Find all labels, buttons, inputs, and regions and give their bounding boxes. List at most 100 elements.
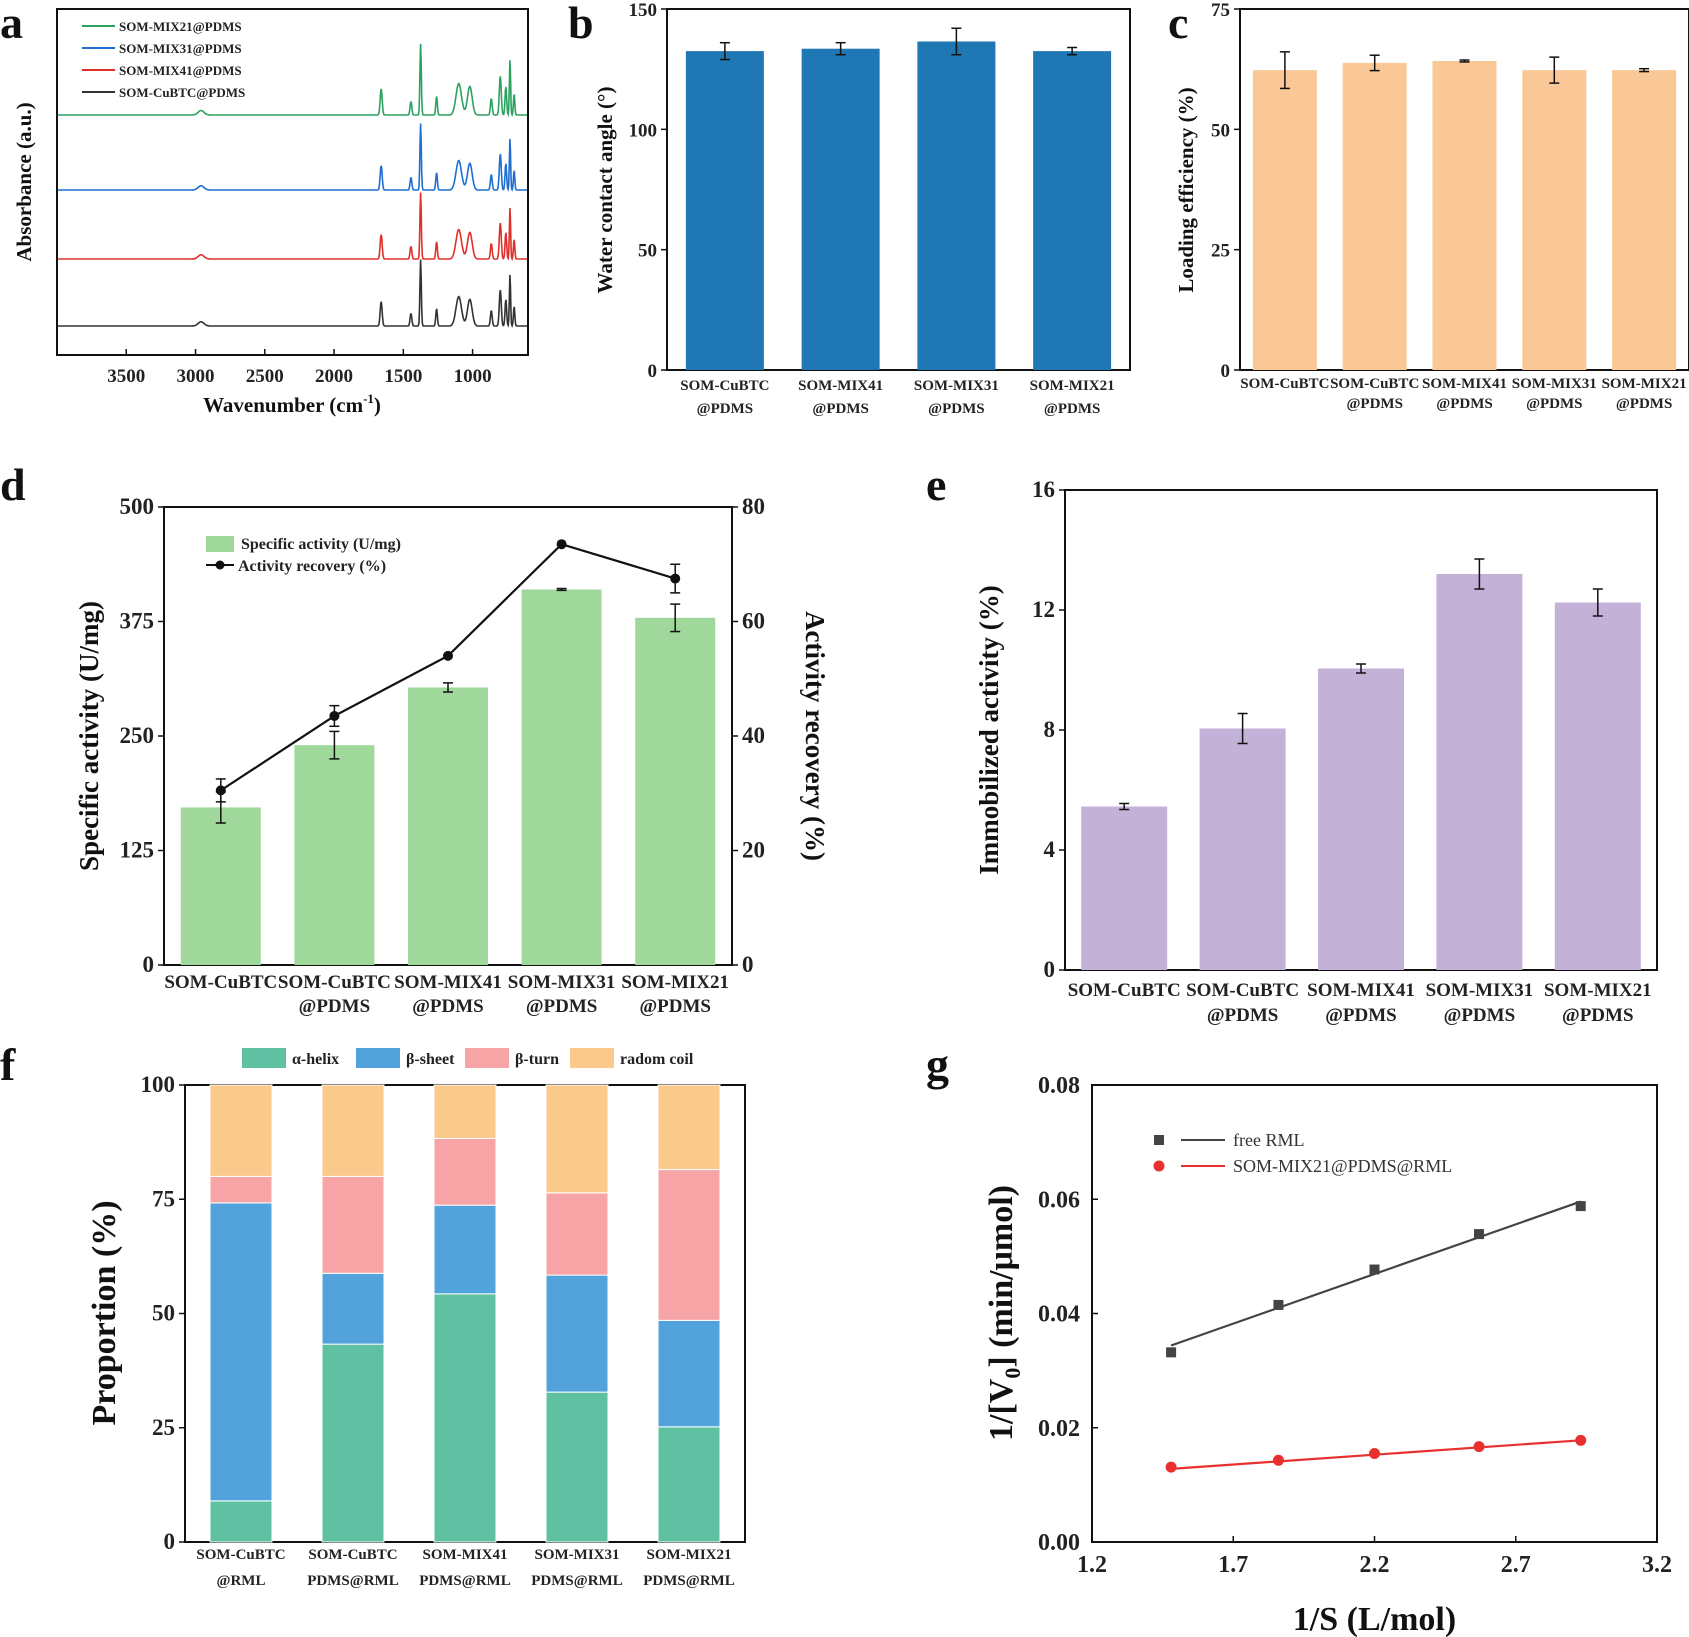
y-tick-label: 12 (1032, 597, 1055, 622)
stack-segment (209, 1500, 273, 1543)
y-left-tick-label: 125 (120, 838, 155, 863)
data-point-square (1474, 1229, 1485, 1240)
y-axis-title: 1/[V0] (min/μmol) (983, 1185, 1025, 1441)
y-tick-label: 4 (1044, 837, 1056, 862)
y-axis-title: Loading efficiency (%) (1174, 87, 1198, 292)
stack-segment (657, 1169, 721, 1321)
plot-frame (1091, 1084, 1658, 1543)
panel-label-d: d (0, 459, 26, 510)
y-tick-label: 75 (1211, 0, 1230, 21)
stack-segment (321, 1272, 385, 1345)
stack-segment (545, 1192, 609, 1276)
x-tick-label: 1.2 (1077, 1552, 1107, 1578)
x-axis-title: Wavenumber (cm-1) (203, 391, 381, 417)
y-axis-title-left: Specific activity (U/mg) (74, 601, 104, 871)
category-label: SOM-MIX31 @PDMS (508, 972, 616, 1017)
legend-label: SOM-CuBTC@PDMS (119, 85, 245, 100)
y-axis-title: Immobilized activity (%) (974, 585, 1004, 874)
legend-label: β-turn (515, 1051, 559, 1068)
x-tick-label: 3.2 (1642, 1552, 1672, 1578)
category-label: SOM-MIX31 PDMS@RML (531, 1547, 622, 1589)
data-point-square (1575, 1201, 1586, 1212)
y-tick-label: 25 (152, 1415, 175, 1440)
bar (685, 51, 764, 370)
stack-segment (657, 1319, 721, 1428)
category-label: SOM-MIX41 PDMS@RML (419, 1547, 510, 1589)
stack-segment (433, 1084, 497, 1139)
legend-swatch (570, 1048, 614, 1068)
category-label: SOM-CuBTC @PDMS (1186, 980, 1299, 1026)
category-label: SOM-CuBTC (1068, 980, 1181, 1001)
category-label: SOM-MIX31 @PDMS (1426, 980, 1534, 1026)
x-tick-label: 1.7 (1218, 1552, 1248, 1578)
x-tick-label: 2.7 (1501, 1552, 1531, 1578)
y-left-tick-label: 500 (120, 494, 155, 519)
category-label: SOM-MIX31 @PDMS (914, 378, 999, 417)
data-point-circle (1369, 1447, 1380, 1459)
stack-segment (657, 1084, 721, 1171)
y-tick-label: 0.04 (1038, 1302, 1080, 1328)
legend-label: β-sheet (406, 1051, 455, 1068)
bar (1252, 70, 1317, 370)
x-tick-label: 2500 (246, 366, 284, 387)
plot-frame (666, 8, 1131, 371)
category-label: SOM-MIX41 @PDMS (394, 972, 502, 1017)
category-label: SOM-MIX21 PDMS@RML (643, 1547, 734, 1589)
bar (635, 617, 716, 965)
bar (521, 589, 602, 965)
y-tick-label: 0 (1044, 957, 1056, 982)
stack-segment (209, 1202, 273, 1502)
y-right-tick-label: 60 (742, 609, 765, 634)
category-label: SOM-MIX41 @PDMS (1307, 980, 1415, 1026)
y-right-tick-label: 80 (742, 494, 765, 519)
panel-f-secondary-structure-chart: 0 25 50 75 100 SOM-CuBTC @RML SOM-CuBTC PDMS@RML… (86, 1048, 746, 1589)
y-left-tick-label: 250 (120, 723, 155, 748)
x-tick-label: 3500 (107, 366, 145, 387)
panel-b-contact-angle-chart: 0 50 100 150 SOM-CuBTC @PDMS SOM-MIX41 @PDMS SOM… (593, 0, 1131, 417)
category-label: SOM-CuBTC @PDMS (278, 972, 391, 1017)
bar (1199, 728, 1286, 970)
y-tick-label: 0.08 (1038, 1073, 1080, 1099)
bar (1033, 51, 1112, 370)
y-left-tick-label: 375 (120, 609, 155, 634)
panel-label-f: f (0, 1039, 16, 1090)
x-tick-label: 3000 (177, 366, 215, 387)
stack-segment (433, 1204, 497, 1295)
category-label: SOM-MIX21 @PDMS (1602, 376, 1687, 412)
category-label: SOM-CuBTC @PDMS (680, 378, 769, 417)
data-point-square (1369, 1264, 1380, 1275)
category-label: SOM-MIX41 @PDMS (1422, 376, 1507, 412)
category-label: SOM-MIX21 @PDMS (621, 972, 729, 1017)
plot-frame (56, 8, 529, 356)
legend-label: α-helix (292, 1051, 339, 1068)
data-point-circle (1165, 1461, 1177, 1473)
legend-marker (1153, 1160, 1165, 1172)
bar (1436, 574, 1523, 970)
category-label: SOM-CuBTC PDMS@RML (307, 1547, 398, 1589)
y-tick-label: 50 (638, 241, 657, 262)
legend-swatch-point (215, 560, 225, 570)
category-label: SOM-CuBTC @RML (196, 1547, 285, 1589)
bar (408, 687, 488, 965)
category-label: SOM-CuBTC (1240, 376, 1329, 392)
x-tick-label: 2.2 (1360, 1552, 1390, 1578)
spectrum-line (57, 43, 527, 118)
bar (294, 745, 375, 965)
panel-a-ftir-chart: 3500 3000 2500 2000 1500 1000 Wavenumber (cm-1… (12, 8, 529, 417)
spectrum-line (57, 259, 527, 328)
data-point-square (1166, 1347, 1177, 1358)
legend-swatch (465, 1048, 509, 1068)
y-tick-label: 50 (1211, 120, 1230, 141)
legend-label: SOM-MIX21@PDMS@RML (1233, 1156, 1452, 1176)
x-tick-label: 2000 (315, 366, 353, 387)
panel-g-lineweaver-burk-chart: 1.2 1.7 2.2 2.7 3.2 0.00 0.02 0.04 0.06 0.08 free … (983, 1073, 1672, 1637)
legend-label: Specific activity (U/mg) (241, 536, 401, 553)
stack-segment (209, 1084, 273, 1177)
y-tick-label: 50 (152, 1301, 175, 1326)
x-tick-label: 1500 (384, 366, 422, 387)
stack-segment (209, 1175, 273, 1204)
spectrum-line (57, 123, 527, 192)
y-tick-label: 0 (164, 1529, 176, 1554)
y-right-tick-label: 20 (742, 838, 765, 863)
